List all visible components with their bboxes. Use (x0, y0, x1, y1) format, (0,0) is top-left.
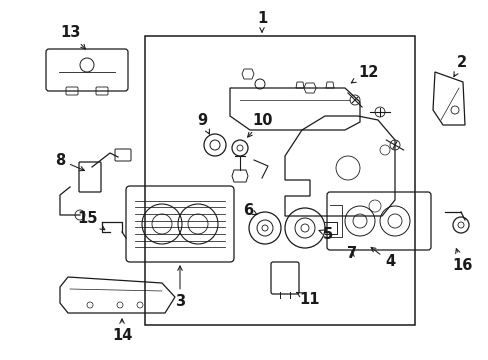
Text: 13: 13 (60, 24, 85, 49)
Text: 8: 8 (55, 153, 84, 171)
Text: 12: 12 (350, 64, 377, 83)
Text: 5: 5 (319, 226, 332, 242)
Text: 10: 10 (247, 113, 273, 137)
Text: 15: 15 (78, 211, 104, 230)
Text: 3: 3 (175, 266, 184, 310)
Text: 16: 16 (451, 249, 471, 273)
Text: 6: 6 (243, 202, 256, 217)
Text: 1: 1 (256, 10, 266, 32)
Text: 2: 2 (453, 54, 466, 77)
Text: 4: 4 (370, 247, 394, 270)
Text: 11: 11 (296, 292, 320, 307)
Text: 7: 7 (346, 247, 356, 261)
Text: 9: 9 (197, 113, 209, 134)
Text: 14: 14 (112, 319, 132, 342)
